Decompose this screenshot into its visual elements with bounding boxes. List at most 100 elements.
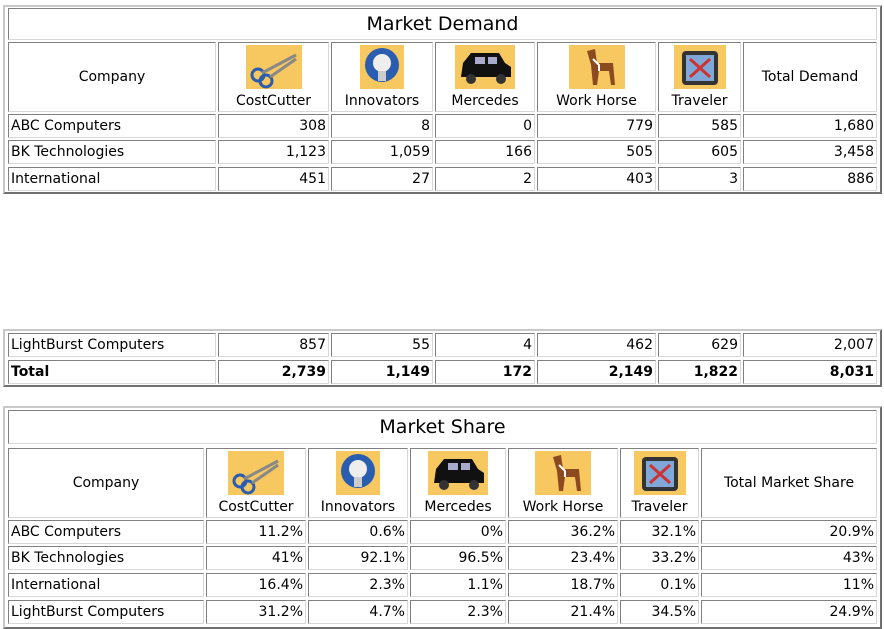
product-icon [633,451,686,495]
product-icon [360,45,404,89]
row-label: BK Technologies [8,546,204,570]
product-header: Mercedes [435,42,535,112]
value-cell: 96.5% [410,546,506,570]
value-cell: 21.4% [508,600,618,624]
value-cell: 3 [658,167,741,191]
row-label: LightBurst Computers [8,333,216,357]
product-header: Work Horse [537,42,656,112]
product-icon [673,45,726,89]
product-name: Traveler [631,499,688,515]
value-cell: 31.2% [206,600,306,624]
value-cell: 55 [331,333,433,357]
row-label: International [8,573,204,597]
value-cell: 43% [701,546,877,570]
value-cell: 41% [206,546,306,570]
value-cell: 462 [537,333,656,357]
product-header: CostCutter [218,42,329,112]
value-cell: 2,007 [743,333,877,357]
value-cell: 92.1% [308,546,408,570]
value-cell: 605 [658,140,741,164]
value-cell: 1,059 [331,140,433,164]
value-cell: 308 [218,114,329,138]
value-cell: 4.7% [308,600,408,624]
value-cell: 23.4% [508,546,618,570]
value-cell: 166 [435,140,535,164]
value-cell: 857 [218,333,329,357]
row-label: ABC Computers [8,114,216,138]
product-name: CostCutter [235,93,312,109]
product-name: Work Horse [522,499,604,515]
value-cell: 0.6% [308,520,408,544]
value-cell: 20.9% [701,520,877,544]
product-name: Innovators [344,93,420,109]
value-cell: 24.9% [701,600,877,624]
value-cell: 32.1% [620,520,699,544]
row-label: BK Technologies [8,140,216,164]
product-header: Mercedes [410,448,506,518]
table-title: Market Demand [8,8,877,40]
product-header: Traveler [620,448,699,518]
value-cell: 11.2% [206,520,306,544]
product-name: Mercedes [451,93,519,109]
value-cell: 779 [537,114,656,138]
product-icon [535,451,591,495]
value-cell: 585 [658,114,741,138]
product-icon [336,451,380,495]
value-cell: 34.5% [620,600,699,624]
column-header: Total Market Share [701,448,877,518]
product-icon [245,45,302,89]
row-label: International [8,167,216,191]
table-title: Market Share [8,410,877,444]
row-label: Total [8,360,216,384]
value-cell: 505 [537,140,656,164]
value-cell: 2 [435,167,535,191]
value-cell: 1,149 [331,360,433,384]
table-frame [3,5,882,194]
value-cell: 3,458 [743,140,877,164]
value-cell: 0 [435,114,535,138]
product-header: Traveler [658,42,741,112]
column-header: Company [8,42,216,112]
table-frame [3,329,882,387]
value-cell: 8 [331,114,433,138]
value-cell: 1,680 [743,114,877,138]
column-header: Company [8,448,204,518]
value-cell: 172 [435,360,535,384]
product-header: Innovators [308,448,408,518]
value-cell: 33.2% [620,546,699,570]
product-name: CostCutter [218,499,294,515]
value-cell: 886 [743,167,877,191]
value-cell: 27 [331,167,433,191]
product-icon [568,45,625,89]
product-header: Work Horse [508,448,618,518]
value-cell: 1,822 [658,360,741,384]
value-cell: 0% [410,520,506,544]
product-name: Mercedes [424,499,492,515]
value-cell: 18.7% [508,573,618,597]
value-cell: 403 [537,167,656,191]
value-cell: 629 [658,333,741,357]
value-cell: 0.1% [620,573,699,597]
value-cell: 4 [435,333,535,357]
product-header: Innovators [331,42,433,112]
row-label: LightBurst Computers [8,600,204,624]
column-header: Total Demand [743,42,877,112]
value-cell: 36.2% [508,520,618,544]
product-name: Innovators [320,499,396,515]
table-frame [3,406,882,629]
row-label: ABC Computers [8,520,204,544]
value-cell: 2,739 [218,360,329,384]
product-icon [228,451,284,495]
value-cell: 11% [701,573,877,597]
value-cell: 16.4% [206,573,306,597]
product-header: CostCutter [206,448,306,518]
value-cell: 451 [218,167,329,191]
product-icon [428,451,488,495]
value-cell: 1,123 [218,140,329,164]
product-name: Traveler [671,93,728,109]
product-name: Work Horse [556,93,637,109]
value-cell: 2.3% [308,573,408,597]
value-cell: 1.1% [410,573,506,597]
value-cell: 2,149 [537,360,656,384]
